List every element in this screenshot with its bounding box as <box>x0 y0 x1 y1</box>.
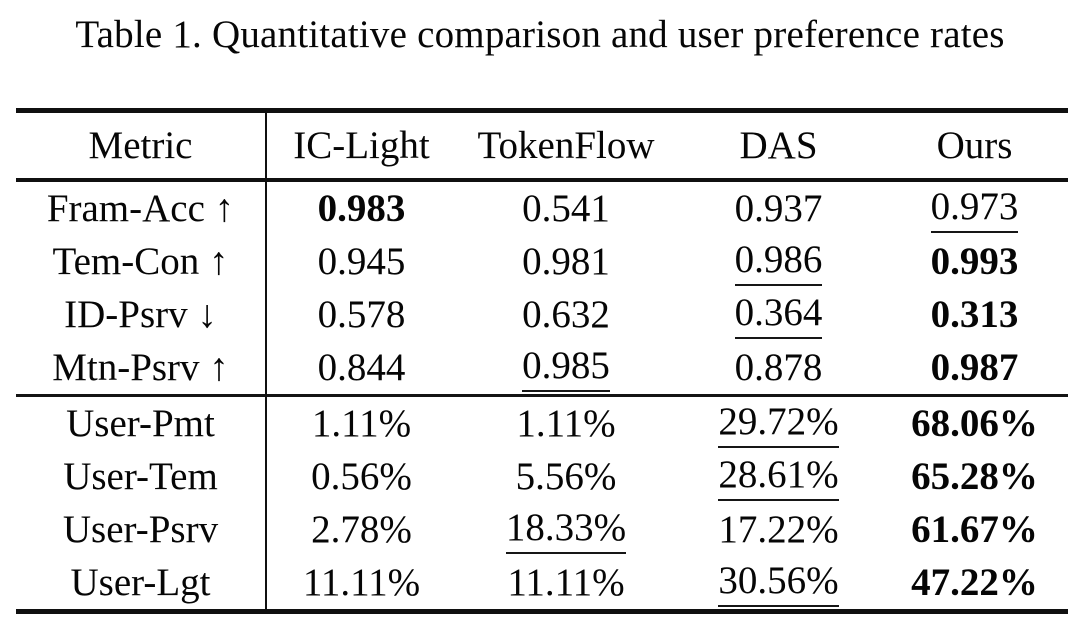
value-text: 11.11% <box>302 561 421 604</box>
value-cell: 65.28% <box>881 450 1068 503</box>
col-header-tokenflow: TokenFlow <box>477 124 655 167</box>
header-row: Metric IC-Light TokenFlow DAS Ours <box>16 110 1068 180</box>
value-text: 0.985 <box>522 345 610 392</box>
value-text: 0.983 <box>317 187 406 230</box>
value-text: 0.973 <box>930 186 1019 233</box>
value-cell: 11.11% <box>266 556 456 612</box>
value-cell: 1.11% <box>266 396 456 451</box>
table-caption: Table 1. Quantitative comparison and use… <box>75 13 1005 56</box>
value-text: 0.844 <box>317 346 406 389</box>
col-header-ours: Ours <box>936 124 1013 167</box>
value-cell: 0.632 <box>456 288 676 341</box>
value-cell: 0.983 <box>266 180 456 235</box>
value-cell: 5.56% <box>456 450 676 503</box>
value-text: 0.945 <box>317 240 406 283</box>
value-text: 17.22% <box>718 508 839 551</box>
value-text: 1.11% <box>516 402 616 445</box>
value-text: 65.28% <box>911 455 1038 498</box>
comparison-table: Metric IC-Light TokenFlow DAS Ours Fram-… <box>16 108 1068 614</box>
value-text: 28.61% <box>718 454 839 501</box>
value-text: 1.11% <box>311 402 412 445</box>
value-cell: 18.33% <box>456 503 676 556</box>
table-row-mtn-psrv: Mtn-Psrv ↑ 0.844 0.985 0.878 0.987 <box>16 341 1068 396</box>
value-cell: 0.937 <box>676 180 881 235</box>
value-text: 0.632 <box>522 293 610 336</box>
table-row-user-pmt: User-Pmt 1.11% 1.11% 29.72% 68.06% <box>16 395 1068 451</box>
value-cell: 0.844 <box>266 341 456 396</box>
value-text: 0.313 <box>930 293 1019 336</box>
value-cell: 61.67% <box>881 503 1068 556</box>
table-row-user-lgt: User-Lgt 11.11% 11.11% 30.56% 47.22% <box>16 556 1068 612</box>
table-header: Metric IC-Light TokenFlow DAS Ours <box>16 110 1068 180</box>
value-cell: 0.981 <box>456 235 676 288</box>
value-text: 68.06% <box>911 402 1038 445</box>
col-header-ic-light: IC-Light <box>293 124 430 167</box>
table-row-user-tem: User-Tem 0.56% 5.56% 28.61% 65.28% <box>16 450 1068 503</box>
value-cell: 47.22% <box>881 556 1068 612</box>
value-cell: 0.986 <box>676 235 881 288</box>
value-text: 0.981 <box>522 240 610 283</box>
user-preference-section: User-Pmt 1.11% 1.11% 29.72% 68.06% User-… <box>16 395 1068 612</box>
value-text: 0.56% <box>311 455 412 498</box>
value-text: 18.33% <box>505 507 627 554</box>
value-text: 0.878 <box>734 346 823 389</box>
value-text: 29.72% <box>718 401 839 448</box>
value-text: 47.22% <box>911 561 1038 604</box>
metric-label: Mtn-Psrv ↑ <box>16 341 267 396</box>
value-cell: 0.987 <box>881 341 1068 396</box>
value-cell: 11.11% <box>456 556 676 612</box>
value-cell: 0.985 <box>456 341 676 396</box>
value-cell: 28.61% <box>676 450 881 503</box>
metric-label: Tem-Con ↑ <box>16 235 267 288</box>
value-cell: 0.364 <box>676 288 881 341</box>
metric-label: ID-Psrv ↓ <box>16 288 267 341</box>
value-text: 0.993 <box>930 240 1019 283</box>
value-text: 2.78% <box>311 508 412 551</box>
col-header-metric: Metric <box>16 110 267 180</box>
value-cell: 0.578 <box>266 288 456 341</box>
metric-label: User-Psrv <box>16 503 267 556</box>
table-row-id-psrv: ID-Psrv ↓ 0.578 0.632 0.364 0.313 <box>16 288 1068 341</box>
value-text: 0.541 <box>522 187 610 230</box>
value-cell: 0.313 <box>881 288 1068 341</box>
value-cell: 29.72% <box>676 396 881 451</box>
metric-label: Fram-Acc ↑ <box>16 180 267 235</box>
table-row-tem-con: Tem-Con ↑ 0.945 0.981 0.986 0.993 <box>16 235 1068 288</box>
value-cell: 68.06% <box>881 396 1068 451</box>
value-cell: 0.993 <box>881 235 1068 288</box>
metric-label: User-Lgt <box>16 556 267 612</box>
value-text: 61.67% <box>911 508 1038 551</box>
value-text: 0.578 <box>317 293 406 336</box>
metrics-section: Fram-Acc ↑ 0.983 0.541 0.937 0.973 Tem-C… <box>16 180 1068 396</box>
value-cell: 0.56% <box>266 450 456 503</box>
value-cell: 0.541 <box>456 180 676 235</box>
metric-label: User-Tem <box>16 450 267 503</box>
value-cell: 30.56% <box>676 556 881 612</box>
value-cell: 0.945 <box>266 235 456 288</box>
col-header-das: DAS <box>739 124 818 167</box>
value-text: 0.364 <box>734 292 823 339</box>
value-cell: 17.22% <box>676 503 881 556</box>
value-text: 11.11% <box>507 561 625 604</box>
table-row-fram-acc: Fram-Acc ↑ 0.983 0.541 0.937 0.973 <box>16 180 1068 235</box>
value-text: 30.56% <box>718 560 839 607</box>
value-cell: 2.78% <box>266 503 456 556</box>
metric-label: User-Pmt <box>16 395 267 450</box>
table-row-user-psrv: User-Psrv 2.78% 18.33% 17.22% 61.67% <box>16 503 1068 556</box>
value-text: 0.986 <box>734 239 823 286</box>
value-cell: 0.973 <box>881 180 1068 235</box>
value-cell: 1.11% <box>456 396 676 451</box>
value-cell: 0.878 <box>676 341 881 396</box>
value-text: 0.987 <box>930 346 1019 389</box>
value-text: 0.937 <box>734 187 823 230</box>
value-text: 5.56% <box>515 455 617 498</box>
